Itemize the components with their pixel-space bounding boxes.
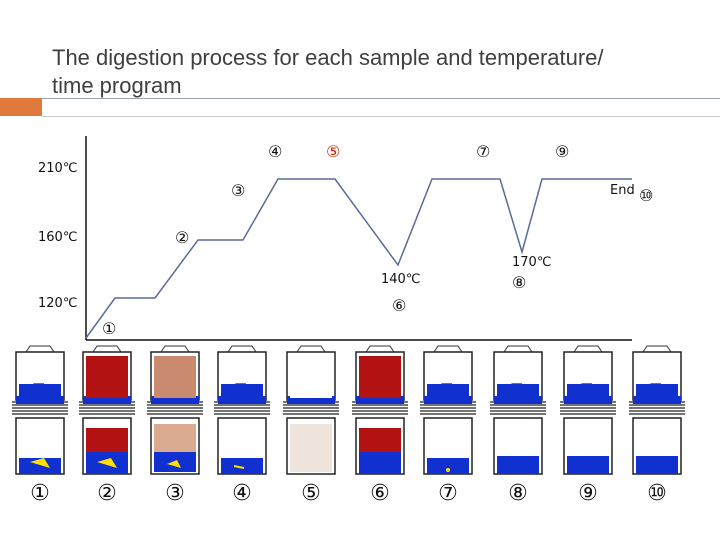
point-label-2: ② bbox=[175, 228, 189, 247]
title-line-2: time program bbox=[52, 73, 182, 98]
temp-label-170: 170℃ bbox=[512, 255, 551, 270]
sample-label-1: ① bbox=[30, 481, 50, 506]
y-label-210: 210℃ bbox=[38, 161, 77, 176]
point-label-6: ⑥ bbox=[392, 296, 406, 315]
sample-label-3: ③ bbox=[165, 481, 185, 506]
sample-label-6: ⑥ bbox=[370, 481, 390, 506]
vessel-icon-9 bbox=[560, 345, 616, 475]
point-label-7: ⑦ bbox=[476, 142, 490, 161]
sample-label-10: ⑩ bbox=[647, 481, 667, 506]
end-label: End bbox=[610, 183, 635, 198]
point-label-9: ⑨ bbox=[555, 142, 569, 161]
point-label-5: ⑤ bbox=[326, 142, 340, 161]
point-label-8: ⑧ bbox=[512, 273, 526, 292]
point-label-10: ⑩ bbox=[639, 186, 653, 205]
vessel-icon-3 bbox=[147, 345, 203, 475]
vessel-icon-10 bbox=[629, 345, 685, 475]
vessel-icon-4 bbox=[214, 345, 270, 475]
vessel-icon-8 bbox=[490, 345, 546, 475]
sample-label-7: ⑦ bbox=[438, 481, 458, 506]
temp-label-140: 140℃ bbox=[381, 272, 420, 287]
vessel-icon-7 bbox=[420, 345, 476, 475]
point-label-3: ③ bbox=[231, 181, 245, 200]
sample-label-8: ⑧ bbox=[508, 481, 528, 506]
y-label-160: 160℃ bbox=[38, 230, 77, 245]
vessel-icon-6 bbox=[352, 345, 408, 475]
temperature-profile-line bbox=[85, 178, 632, 339]
point-label-1: ① bbox=[102, 319, 116, 338]
divider-line-lower bbox=[42, 116, 720, 117]
vessel-icon-1 bbox=[12, 345, 68, 475]
vessel-icon-2 bbox=[79, 345, 135, 475]
sample-label-2: ② bbox=[97, 481, 117, 506]
sample-label-9: ⑨ bbox=[578, 481, 598, 506]
accent-bar bbox=[0, 98, 42, 116]
point-label-4: ④ bbox=[268, 142, 282, 161]
y-label-120: 120℃ bbox=[38, 296, 77, 311]
sample-label-5: ⑤ bbox=[301, 481, 321, 506]
title-line-1: The digestion process for each sample an… bbox=[52, 45, 604, 70]
divider-line bbox=[42, 98, 720, 99]
sample-label-4: ④ bbox=[232, 481, 252, 506]
slide-title: The digestion process for each sample an… bbox=[52, 44, 692, 100]
vessel-icon-5 bbox=[283, 345, 339, 475]
